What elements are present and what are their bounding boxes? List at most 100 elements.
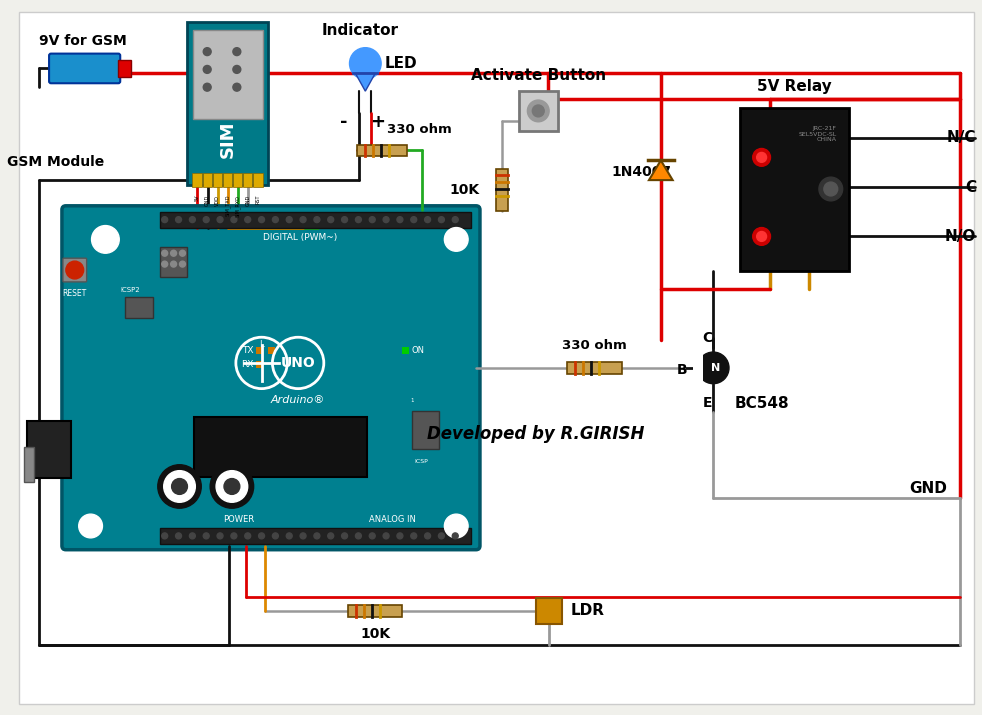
FancyBboxPatch shape (739, 108, 848, 271)
FancyBboxPatch shape (518, 91, 558, 131)
Text: 5V Relay: 5V Relay (757, 79, 832, 94)
FancyBboxPatch shape (348, 605, 403, 617)
Circle shape (171, 250, 177, 256)
Circle shape (383, 217, 389, 222)
Circle shape (697, 352, 729, 384)
Text: 330 ohm: 330 ohm (387, 123, 452, 136)
Circle shape (300, 533, 306, 539)
Circle shape (231, 217, 237, 222)
Circle shape (355, 217, 361, 222)
FancyBboxPatch shape (188, 22, 268, 185)
FancyBboxPatch shape (357, 144, 407, 157)
Text: 10K: 10K (450, 183, 480, 197)
FancyBboxPatch shape (194, 418, 367, 477)
Circle shape (258, 533, 264, 539)
Circle shape (410, 533, 416, 539)
Circle shape (164, 470, 195, 502)
Text: ICSP: ICSP (414, 459, 428, 464)
FancyBboxPatch shape (268, 347, 275, 354)
Text: E: E (702, 396, 712, 410)
Circle shape (258, 217, 264, 222)
Text: GND: GND (909, 481, 947, 496)
FancyBboxPatch shape (213, 173, 222, 187)
Circle shape (300, 217, 306, 222)
Circle shape (369, 533, 375, 539)
Text: SIM_RXD: SIM_RXD (236, 195, 241, 217)
Text: Activate Button: Activate Button (470, 68, 606, 83)
FancyBboxPatch shape (192, 173, 201, 187)
Text: 330 ohm: 330 ohm (563, 339, 627, 352)
Text: RX: RX (242, 360, 253, 369)
Text: RST: RST (256, 195, 261, 204)
Text: GSM Module: GSM Module (8, 155, 105, 169)
Circle shape (383, 533, 389, 539)
Circle shape (245, 533, 250, 539)
Text: POWER: POWER (223, 515, 254, 524)
FancyBboxPatch shape (160, 247, 188, 277)
Text: 1: 1 (410, 398, 413, 403)
Circle shape (342, 217, 348, 222)
Circle shape (190, 217, 195, 222)
Text: GND: GND (246, 195, 250, 206)
Text: Arduino®: Arduino® (271, 395, 325, 405)
Text: DIGITAL (PWM~): DIGITAL (PWM~) (263, 234, 338, 242)
Polygon shape (355, 74, 375, 91)
Text: N/C: N/C (947, 130, 976, 145)
Text: LED: LED (385, 56, 417, 71)
Text: C: C (965, 179, 976, 194)
FancyBboxPatch shape (693, 352, 703, 384)
Circle shape (328, 533, 334, 539)
FancyBboxPatch shape (160, 212, 471, 227)
Circle shape (819, 177, 843, 201)
Circle shape (757, 232, 767, 242)
Text: ANALOG IN: ANALOG IN (368, 515, 415, 524)
Circle shape (342, 533, 348, 539)
Circle shape (438, 533, 445, 539)
Text: +: + (369, 113, 385, 131)
FancyBboxPatch shape (253, 173, 262, 187)
Circle shape (287, 217, 293, 222)
Circle shape (162, 261, 168, 267)
Circle shape (410, 217, 416, 222)
FancyBboxPatch shape (63, 258, 86, 282)
Circle shape (753, 149, 771, 167)
Circle shape (424, 533, 430, 539)
Text: 10K: 10K (360, 627, 390, 641)
FancyBboxPatch shape (27, 421, 71, 478)
Circle shape (203, 533, 209, 539)
Circle shape (438, 217, 445, 222)
FancyBboxPatch shape (160, 528, 471, 544)
Circle shape (180, 261, 186, 267)
FancyBboxPatch shape (118, 59, 132, 77)
Circle shape (162, 250, 168, 256)
Text: JRC-21F
SEL5VDC-SL
CHINA: JRC-21F SEL5VDC-SL CHINA (798, 126, 837, 142)
Circle shape (224, 478, 240, 494)
Circle shape (532, 105, 544, 117)
Circle shape (453, 217, 459, 222)
Text: TX: TX (243, 346, 253, 355)
Circle shape (66, 261, 83, 279)
Circle shape (203, 83, 211, 91)
Circle shape (445, 514, 468, 538)
Circle shape (216, 470, 247, 502)
Circle shape (453, 533, 459, 539)
Circle shape (272, 533, 278, 539)
Text: BC548: BC548 (735, 395, 790, 410)
FancyBboxPatch shape (125, 297, 153, 318)
Circle shape (314, 533, 320, 539)
Circle shape (272, 217, 278, 222)
Text: 9V for GSM: 9V for GSM (39, 34, 127, 48)
FancyBboxPatch shape (193, 30, 262, 119)
Text: -: - (340, 113, 348, 131)
Circle shape (397, 217, 403, 222)
Circle shape (217, 533, 223, 539)
Circle shape (176, 217, 182, 222)
Circle shape (91, 225, 119, 253)
Circle shape (172, 478, 188, 494)
FancyBboxPatch shape (244, 173, 252, 187)
Circle shape (397, 533, 403, 539)
Circle shape (203, 48, 211, 56)
Text: N: N (711, 363, 720, 373)
Text: Indicator: Indicator (322, 23, 399, 38)
Circle shape (180, 250, 186, 256)
